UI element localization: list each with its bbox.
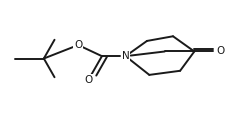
Text: O: O xyxy=(216,46,224,57)
Text: O: O xyxy=(85,75,93,85)
Text: O: O xyxy=(74,40,82,50)
Text: N: N xyxy=(122,51,129,61)
